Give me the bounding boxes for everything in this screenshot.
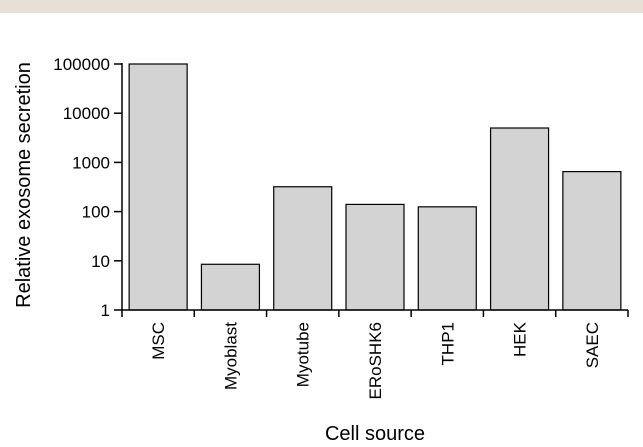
y-tick-label: 1000 — [72, 153, 110, 172]
bar-eroshk6 — [345, 203, 405, 311]
y-tick-label: 100 — [82, 203, 110, 222]
x-tick-label-eroshk6: ERoSHK6 — [366, 322, 385, 399]
bars-group — [128, 63, 622, 311]
x-tick-label-msc: MSC — [149, 322, 168, 360]
axes-group — [121, 63, 629, 317]
x-tick-label-myotube: Myotube — [294, 322, 313, 387]
bar-myotube — [273, 186, 333, 311]
x-tick-labels-group: MSC Myoblast Myotube ERoSHK6 THP1 HEK SAEC — [149, 321, 602, 399]
x-axis-title: Cell source — [325, 423, 425, 445]
bar-hek — [489, 127, 550, 311]
y-tick-label: 1 — [101, 301, 110, 320]
bar-myoblast — [200, 263, 261, 311]
y-axis-title: Relative exosome secretion — [13, 62, 35, 308]
y-tick-label: 10000 — [63, 104, 110, 123]
x-tick-label-hek: HEK — [511, 321, 530, 357]
bar-saec — [562, 171, 622, 311]
x-tick-label-thp1: THP1 — [438, 322, 457, 365]
y-ticks-group: 1 10 100 1000 10000 100000 — [53, 55, 122, 320]
bar-msc — [128, 63, 188, 311]
x-tick-label-saec: SAEC — [583, 322, 602, 368]
x-tick-label-myoblast: Myoblast — [221, 322, 240, 390]
top-border-strip — [0, 0, 643, 13]
y-tick-label: 100000 — [53, 55, 110, 74]
bar-thp1 — [417, 206, 477, 311]
y-tick-label: 10 — [91, 252, 110, 271]
